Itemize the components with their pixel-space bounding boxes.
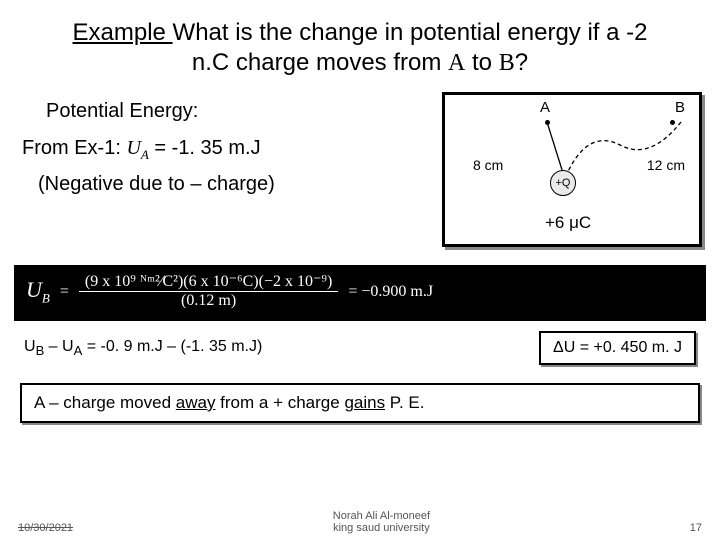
conclusion-pre: A – charge moved	[34, 393, 176, 412]
delta-u-box: ΔU = +0. 450 m. J	[539, 331, 696, 365]
potential-energy-label: Potential Energy:	[46, 100, 378, 123]
diagram-label-B: B	[675, 99, 685, 116]
ex1-sub: A	[141, 147, 149, 162]
diagram-label-A: A	[540, 99, 550, 116]
negative-note: (Negative due to – charge)	[38, 173, 378, 196]
conclusion-box: A – charge moved away from a + charge ga…	[20, 383, 700, 423]
title-text-1: What is the change in potential energy i…	[173, 19, 648, 76]
footer-page: 17	[690, 522, 702, 534]
distance-8cm: 8 cm	[473, 157, 503, 173]
slide-title: Example What is the change in potential …	[58, 18, 662, 78]
ex1-pre: From Ex-1:	[22, 137, 126, 159]
title-example: Example	[73, 19, 173, 46]
conclusion-away: away	[176, 393, 216, 412]
distance-12cm: 12 cm	[647, 157, 685, 173]
footer-name: Norah Ali Al-moneef	[333, 510, 430, 522]
title-to: to	[465, 49, 498, 76]
example-1-line: From Ex-1: UA = -1. 35 m.J	[22, 137, 378, 163]
eq-ub-sub: B	[42, 291, 50, 306]
eq-equals-1: =	[60, 283, 69, 301]
footer: 10/30/2021 Norah Ali Al-moneefking saud …	[18, 510, 702, 534]
diagram-box: A B 8 cm 12 cm +Q +6 μC	[442, 92, 702, 247]
left-column: Potential Energy: From Ex-1: UA = -1. 35…	[18, 92, 378, 196]
title-A: A	[448, 50, 465, 76]
point-A	[545, 120, 550, 125]
eq-U: U	[26, 277, 42, 302]
conclusion-mid: from a + charge	[215, 393, 344, 412]
charge-circle: +Q	[550, 170, 576, 196]
eq-numerator: (9 x 10⁹ ᴺᵐ²⁄C²)(6 x 10⁻⁶C)(−2 x 10⁻⁹)	[79, 273, 338, 291]
footer-author: Norah Ali Al-moneefking saud university	[73, 510, 690, 534]
ex1-post: = -1. 35 m.J	[149, 137, 261, 159]
eq-denominator: (0.12 m)	[175, 292, 242, 310]
footer-date: 10/30/2021	[18, 522, 73, 534]
equation-bar: UB = (9 x 10⁹ ᴺᵐ²⁄C²)(6 x 10⁻⁶C)(−2 x 10…	[14, 265, 706, 321]
eq-fraction: (9 x 10⁹ ᴺᵐ²⁄C²)(6 x 10⁻⁶C)(−2 x 10⁻⁹) (…	[79, 273, 338, 311]
difference-expression: UB – UA = -0. 9 m.J – (-1. 35 m.J)	[24, 338, 262, 358]
footer-uni: king saud university	[333, 522, 430, 534]
eq-rhs: = −0.900 m.J	[348, 283, 433, 301]
conclusion-gains: gains	[344, 393, 385, 412]
title-B: B	[499, 50, 515, 76]
title-q: ?	[515, 49, 528, 76]
ex1-U: U	[126, 137, 140, 159]
charge-value: +6 μC	[545, 213, 591, 233]
conclusion-post: P. E.	[385, 393, 424, 412]
point-B	[670, 120, 675, 125]
eq-ub: UB	[26, 277, 50, 306]
